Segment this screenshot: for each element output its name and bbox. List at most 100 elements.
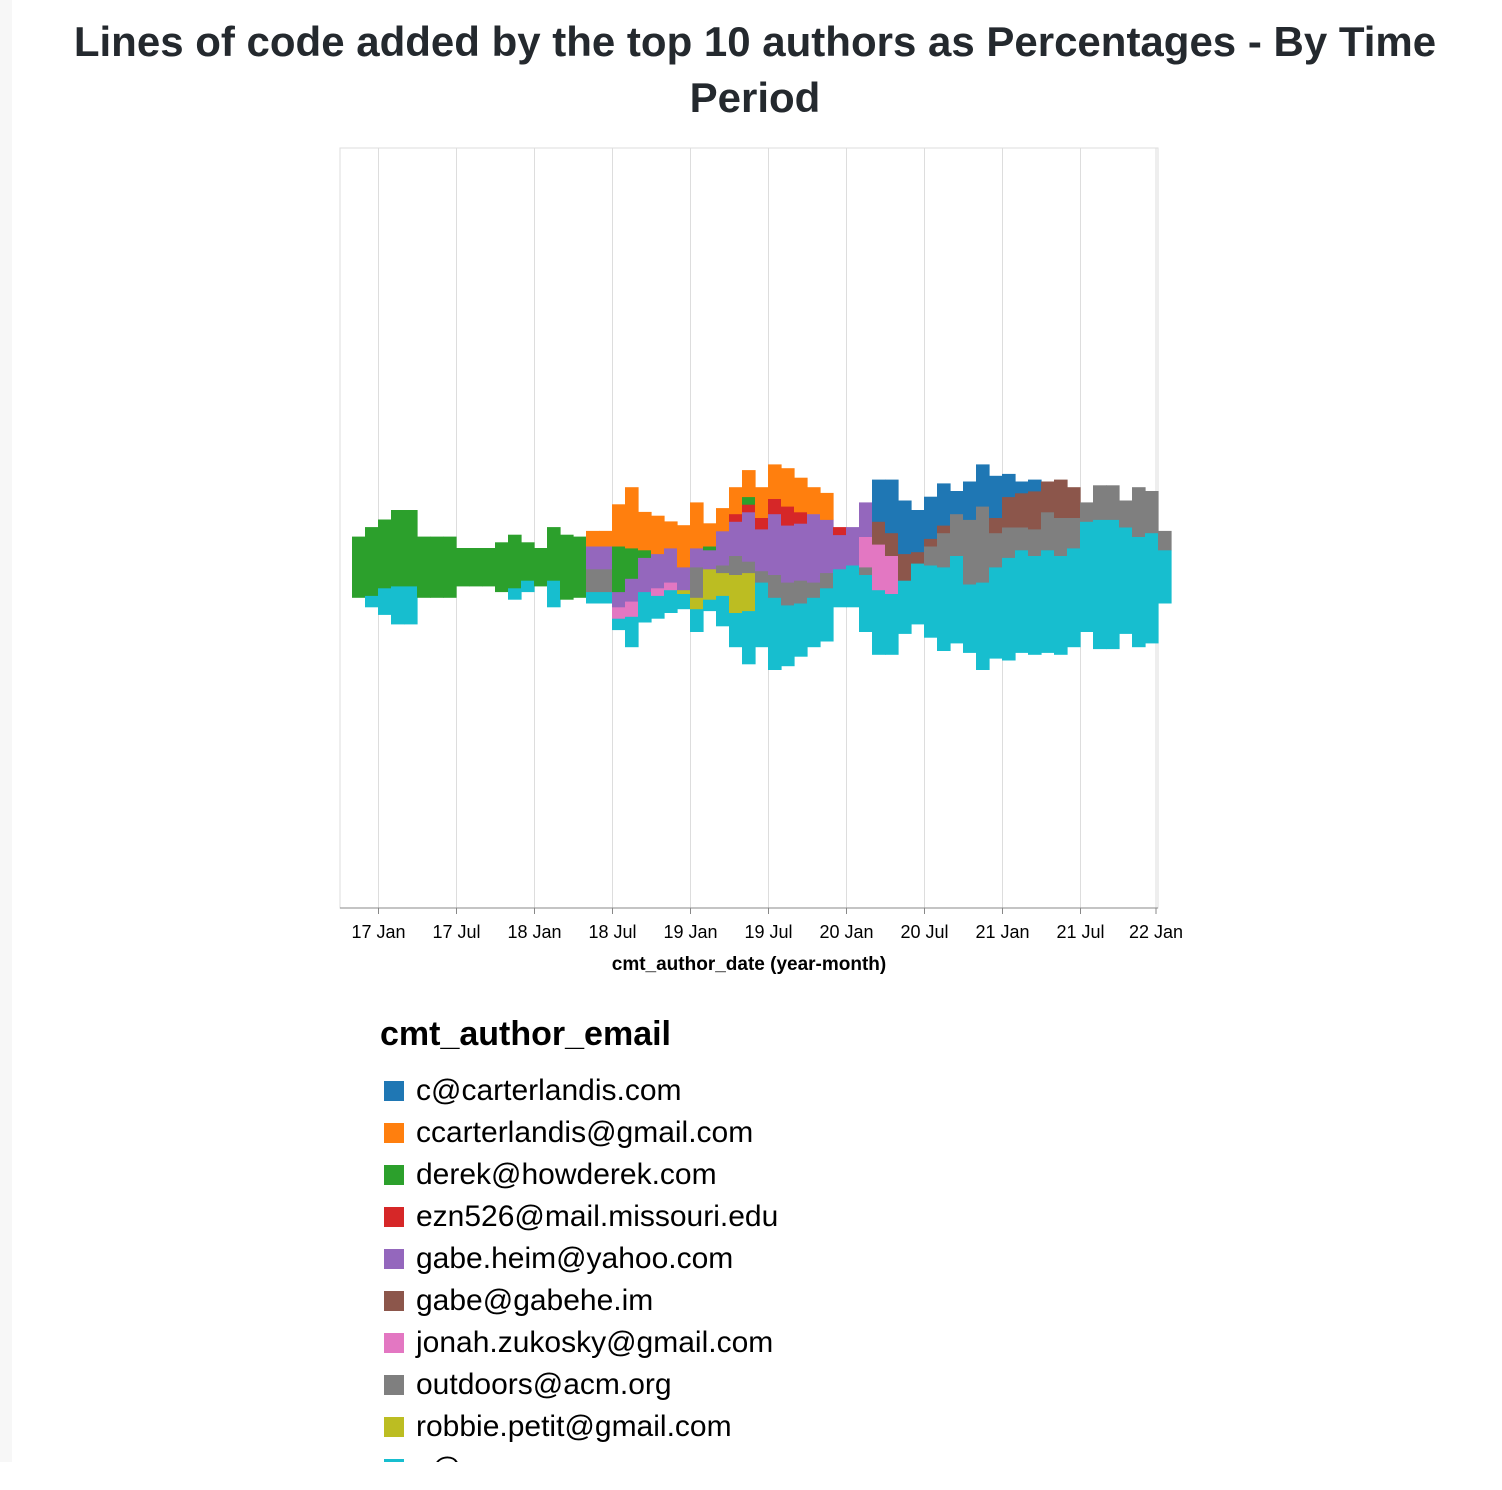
stream-segment	[521, 542, 535, 581]
stream-segment	[742, 470, 756, 498]
stream-segment	[742, 504, 756, 513]
stream-segment	[1015, 481, 1029, 494]
stream-segment	[625, 578, 639, 602]
legend-label: outdoors@acm.org	[416, 1368, 672, 1401]
stream-segment	[1158, 549, 1172, 604]
stream-segment	[612, 606, 626, 619]
legend-swatch	[384, 1207, 404, 1227]
stream-segment	[716, 530, 730, 566]
stream-segment	[1054, 479, 1068, 518]
stream-segment	[625, 487, 639, 549]
stream-segment	[989, 567, 1003, 659]
stream-segment	[794, 580, 808, 604]
legend-item: gabe@gabehe.im	[380, 1280, 778, 1322]
stream-segment	[703, 549, 717, 570]
stream-segment	[1028, 555, 1042, 655]
stream-segment	[430, 536, 444, 598]
stream-segment	[872, 521, 886, 545]
stream-segment	[989, 517, 1003, 534]
stream-segment	[1093, 519, 1107, 650]
stream-segment	[365, 595, 379, 608]
x-tick-label: 19 Jan	[663, 922, 717, 942]
stream-segment	[755, 487, 769, 518]
stream-segment	[404, 586, 418, 625]
stream-segment	[781, 605, 795, 667]
stream-segment	[898, 553, 912, 581]
stream-segment	[807, 513, 821, 583]
stream-segment	[547, 527, 561, 581]
stream-segment	[924, 565, 938, 638]
x-tick-label: 21 Jul	[1056, 922, 1104, 942]
legend-item: derek@howderek.com	[380, 1154, 778, 1196]
chart-title: Lines of code added by the top 10 author…	[73, 18, 1437, 121]
stream-segment	[1106, 485, 1120, 520]
stream-segment	[729, 612, 743, 648]
stream-segment	[1028, 479, 1042, 492]
x-axis-title: cmt_author_date (year-month)	[612, 954, 887, 975]
stream-segment	[716, 508, 730, 532]
legend-swatch	[384, 1249, 404, 1269]
stream-segment	[664, 548, 678, 583]
stream-segment	[586, 568, 600, 593]
stream-segment	[573, 536, 587, 598]
stream-segment	[872, 589, 886, 655]
stream-segment	[378, 587, 392, 615]
legend-label: derek@howderek.com	[416, 1158, 717, 1191]
stream-segment	[1002, 496, 1016, 528]
stream-segment	[768, 597, 782, 670]
stream-segment	[508, 534, 522, 589]
stream-segment	[716, 572, 730, 596]
stream-segment	[638, 549, 652, 558]
stream-segment	[989, 475, 1003, 518]
stream-segment	[469, 548, 483, 587]
stream-segment	[612, 618, 626, 631]
stream-segment	[755, 570, 769, 583]
stream-segment	[976, 506, 990, 583]
stream-segment	[586, 591, 600, 604]
stream-segment	[794, 603, 808, 657]
legend-label: robbie.petit@gmail.com	[416, 1410, 732, 1443]
stream-segment	[807, 582, 821, 598]
streamgraph-chart: 17 Jan 17 Jul 18 Jan 18 Jul 19 Jan 19 Jul 20 J…	[339, 147, 1183, 975]
stream-segment	[378, 519, 392, 589]
stream-segment	[625, 601, 639, 617]
stream-segment	[794, 477, 808, 513]
legend: cmt_author_email c@carterlandis.com ccart…	[380, 1012, 778, 1490]
stream-segment	[703, 599, 717, 612]
stream-segment	[794, 511, 808, 524]
legend-swatch	[384, 1291, 404, 1311]
legend-swatch	[384, 1123, 404, 1143]
stream-segment	[625, 616, 639, 648]
stream-segment	[755, 529, 769, 572]
stream-segment	[1119, 527, 1133, 634]
stream-segment	[703, 546, 717, 551]
legend-swatch	[384, 1165, 404, 1185]
stream-segment	[352, 536, 366, 598]
stream-segment	[1002, 557, 1016, 661]
stream-segment	[1041, 549, 1055, 653]
legend-item: ezn526@mail.missouri.edu	[380, 1196, 778, 1238]
stream-segment	[820, 572, 834, 589]
stream-segment	[690, 548, 704, 568]
stream-segment	[404, 510, 418, 587]
stream-segment	[950, 513, 964, 556]
stream-segment	[677, 567, 691, 591]
stream-segment	[768, 464, 782, 499]
stream-segment	[1041, 511, 1055, 551]
stream-segment	[625, 548, 639, 579]
stream-segment	[729, 521, 743, 556]
stream-segment	[742, 496, 756, 505]
legend-item: gabe.heim@yahoo.com	[380, 1238, 778, 1280]
stream-segment	[833, 568, 847, 608]
stream-segment	[742, 511, 756, 562]
stream-segment	[924, 546, 938, 566]
stream-segment	[1015, 549, 1029, 653]
legend-title: cmt_author_email	[380, 1015, 671, 1053]
stream-segment	[833, 527, 847, 536]
stream-segment	[1106, 519, 1120, 650]
stream-segment	[1132, 536, 1146, 648]
legend-label: ezn526@mail.missouri.edu	[416, 1200, 779, 1233]
stream-segment	[859, 502, 873, 537]
stream-segment	[729, 555, 743, 575]
stream-segment	[872, 544, 886, 591]
